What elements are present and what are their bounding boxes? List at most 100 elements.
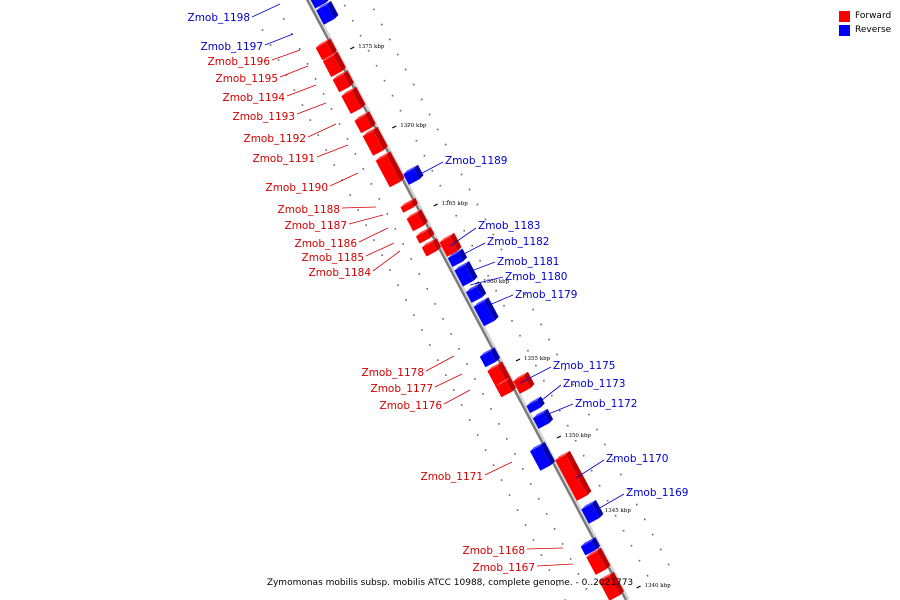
guide-dot <box>370 183 373 185</box>
gene-Zmob_1198 <box>310 0 329 9</box>
gene-top-face <box>421 238 437 248</box>
gene-front-face <box>479 351 496 368</box>
guide-dot <box>317 134 320 136</box>
guide-dot <box>405 299 407 301</box>
gene-front-face <box>513 375 531 394</box>
gene-label: Zmob_1194 <box>223 92 286 104</box>
guide-dot <box>471 244 473 247</box>
tick-marks: 1375 kbp 1370 kbp 1365 kbp 1360 kbp 1355 kbp… <box>350 44 671 589</box>
gene-side-face <box>484 297 499 321</box>
gene-top-face <box>354 111 370 121</box>
forward-swatch <box>839 10 850 22</box>
leader-line <box>358 227 389 243</box>
guide-dot <box>423 154 426 157</box>
leader-line <box>341 206 377 209</box>
guide-dot <box>375 64 378 67</box>
guide-dot <box>474 378 476 380</box>
gene-top-face <box>415 226 431 237</box>
guide-dot <box>556 584 559 586</box>
guide-dot <box>580 398 582 401</box>
leader-line <box>348 214 384 225</box>
guide-dot <box>421 329 423 331</box>
guide-dot <box>413 314 415 316</box>
leader-line <box>597 493 625 510</box>
gene-front-face <box>454 265 474 287</box>
guide-dot <box>389 38 391 41</box>
gene-front-face <box>532 412 550 429</box>
gene-label: Zmob_1196 <box>208 56 271 68</box>
guide-dot <box>529 483 532 485</box>
guide-dot <box>429 344 431 346</box>
gene-front-face <box>332 74 350 93</box>
gene-front-face <box>403 168 420 185</box>
leader-line <box>536 384 562 405</box>
tick-label: 1355 kbp <box>524 356 551 362</box>
guide-dot <box>559 409 561 412</box>
gene-front-face <box>555 454 588 501</box>
guide-dot <box>434 303 436 305</box>
guide-dot <box>458 348 460 350</box>
leader-line <box>526 547 564 550</box>
guide-dot <box>548 569 551 571</box>
guide-dot <box>524 524 527 526</box>
guide-dot <box>418 273 420 275</box>
guide-dot <box>551 394 553 397</box>
guide-dot <box>306 63 309 65</box>
guide-dot <box>503 304 505 307</box>
guide-dot <box>420 98 423 101</box>
guide-dot <box>298 48 301 50</box>
gene-label: Zmob_1171 <box>421 471 483 483</box>
tick-label: 1360 kbp <box>483 279 510 285</box>
guide-dot <box>598 484 601 487</box>
gene-Zmob_1168 <box>586 547 611 575</box>
guide-dot <box>487 274 489 277</box>
guide-dot <box>484 449 487 451</box>
gene-top-face <box>322 51 338 62</box>
gene-Zmob_1189 <box>403 164 424 185</box>
gene-top-face <box>362 126 378 137</box>
gene-side-face <box>411 197 418 208</box>
guide-dot <box>330 108 333 110</box>
gene-front-face <box>316 4 335 25</box>
gene-label: Zmob_1189 <box>445 155 507 167</box>
gene-Zmob_1187 <box>406 209 428 232</box>
guide-dot <box>436 128 439 131</box>
gene-Zmob_1191 <box>362 126 388 156</box>
guide-dot <box>309 119 312 121</box>
gene-Zmob_1194 <box>332 70 354 93</box>
guide-dot <box>383 79 386 82</box>
gene-side-face <box>506 377 516 392</box>
leader-line <box>484 461 513 476</box>
gene-front-face <box>415 230 431 244</box>
guide-dot <box>365 224 367 226</box>
gene-Zmob_1175 <box>526 396 545 414</box>
guide-dot <box>460 173 463 176</box>
guide-dot <box>428 113 431 116</box>
leader-line <box>455 242 486 259</box>
gene-top-face <box>406 209 422 219</box>
guide-dot <box>585 588 588 590</box>
guide-dot <box>444 143 447 146</box>
guide-dot <box>412 83 415 86</box>
guide-dot <box>532 539 535 541</box>
gene-Zmob_1169 <box>580 537 600 556</box>
tick-mark <box>391 125 397 129</box>
guide-dot <box>261 29 264 31</box>
guide-dot <box>508 494 511 496</box>
gene-Zmob_1179 <box>479 347 500 368</box>
leader-line <box>296 102 327 115</box>
guide-dot <box>452 158 455 161</box>
legend-forward: Forward <box>839 9 891 23</box>
guide-dot <box>643 518 646 521</box>
guide-dot <box>492 464 495 466</box>
gene-front-face <box>310 0 326 9</box>
gene-Zmob_1170 <box>581 499 604 524</box>
gene-side-face <box>373 126 388 151</box>
guide-dot <box>567 424 569 427</box>
gene-side-face <box>490 347 500 362</box>
gene-Zmob_1192 <box>354 111 376 134</box>
tick-label: 1375 kbp <box>358 44 385 50</box>
guide-dot <box>638 559 641 562</box>
guide-dot <box>590 469 593 472</box>
guide-dot <box>277 59 280 61</box>
